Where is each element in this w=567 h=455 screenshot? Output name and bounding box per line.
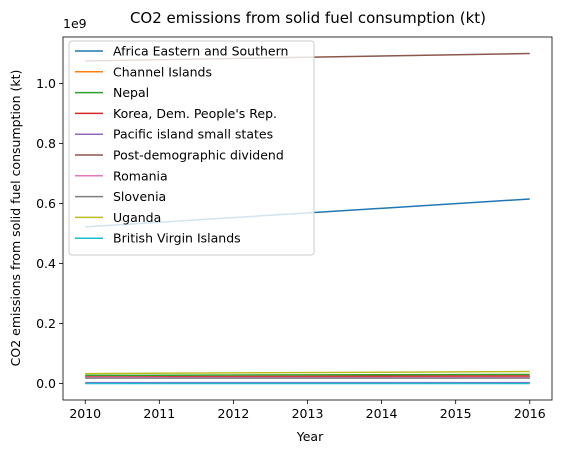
legend-label: Uganda [113, 210, 161, 225]
legend-label: Pacific island small states [113, 127, 273, 142]
x-tick-label: 2014 [366, 406, 398, 421]
y-tick-label: 0.4 [36, 256, 56, 271]
x-tick-label: 2010 [69, 406, 101, 421]
axes-frame [62, 36, 553, 401]
x-tick-label: 2012 [218, 406, 250, 421]
y-tick-label: 0.2 [36, 316, 56, 331]
x-tick-label: 2013 [292, 406, 324, 421]
legend-label: Channel Islands [113, 64, 212, 79]
y-tick-label: 0.0 [36, 376, 56, 391]
legend: Africa Eastern and Southern Channel Islan… [68, 40, 315, 256]
legend-label: Post-demographic dividend [113, 148, 284, 163]
legend-label: Nepal [113, 85, 149, 100]
legend-label: Romania [113, 168, 168, 183]
y-tick-label: 0.8 [36, 136, 56, 151]
y-tick-label: 0.6 [36, 196, 56, 211]
x-tick-label: 2015 [440, 406, 472, 421]
y-offset-label: 1e9 [63, 16, 87, 31]
x-tick-label: 2016 [514, 406, 546, 421]
legend-box [68, 40, 315, 256]
x-axis-label: Year [296, 429, 324, 444]
y-tick-label: 1.0 [36, 76, 56, 91]
legend-label: Korea, Dem. People's Rep. [113, 106, 277, 121]
legend-label: Slovenia [113, 189, 166, 204]
series-line-9 [85, 370, 530, 375]
series-line-3 [85, 373, 530, 377]
legend-label: British Virgin Islands [113, 231, 241, 246]
chart-title: CO2 emissions from solid fuel consumptio… [130, 9, 486, 27]
x-tick-label: 2011 [143, 406, 175, 421]
legend-label: Africa Eastern and Southern [113, 44, 288, 59]
y-axis-label: CO2 emissions from solid fuel consumptio… [8, 70, 23, 367]
